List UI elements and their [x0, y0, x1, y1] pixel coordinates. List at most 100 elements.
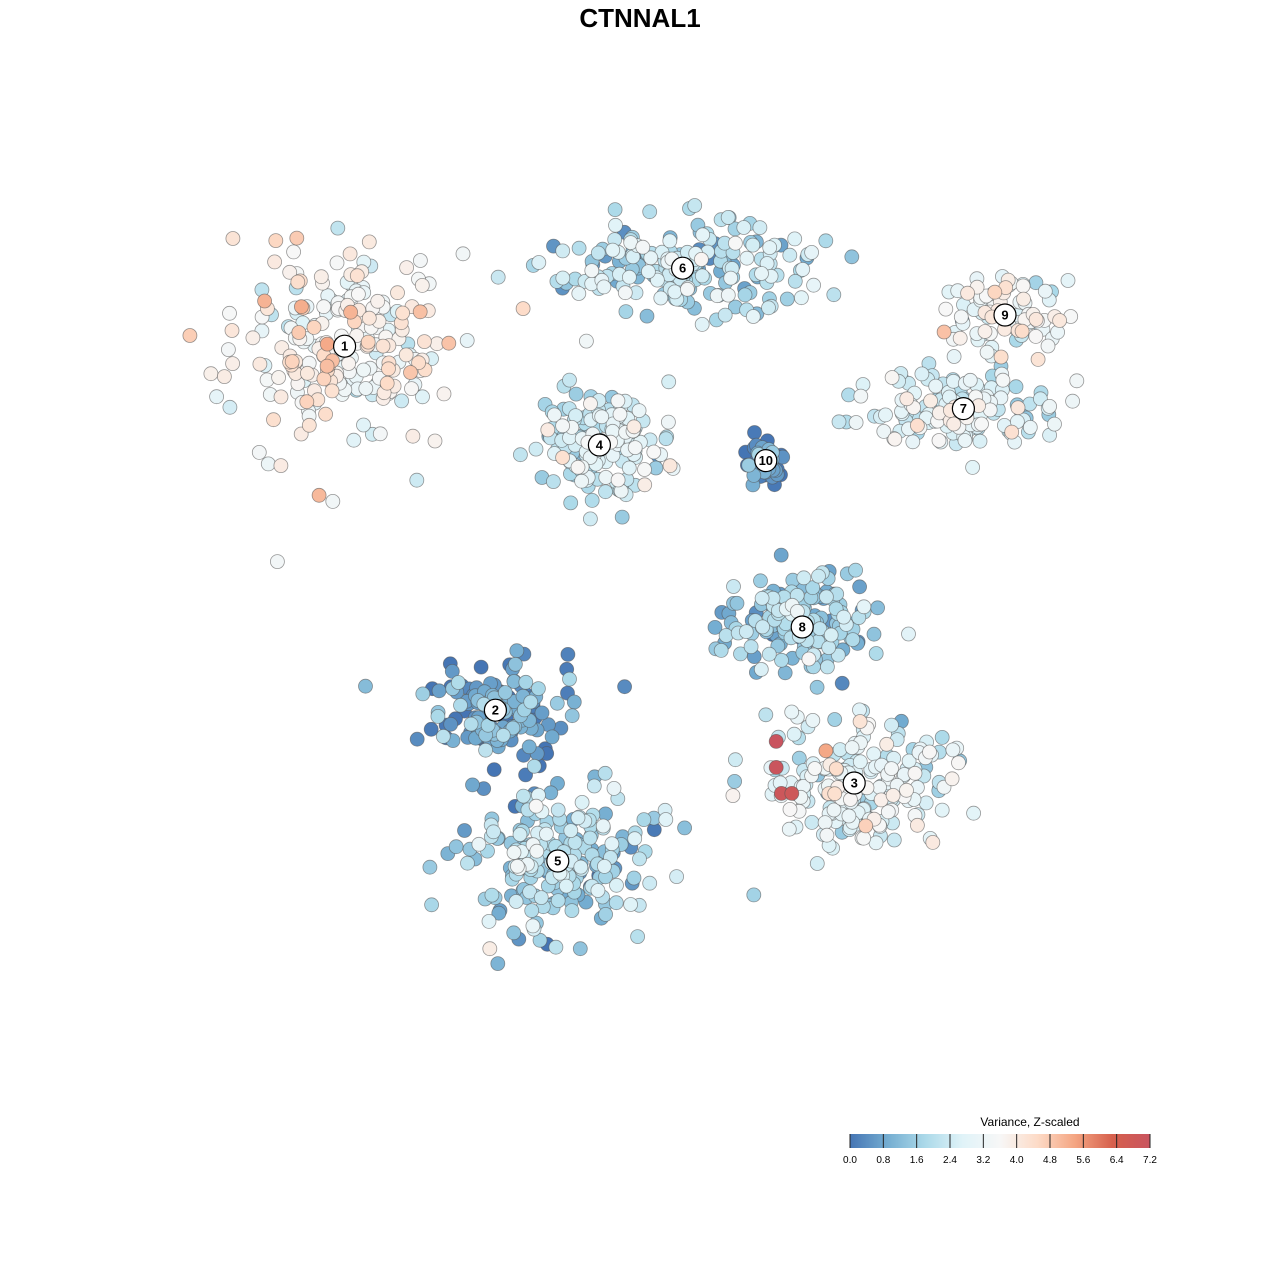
data-point	[853, 388, 869, 404]
data-point	[720, 209, 736, 225]
legend-tick-label: 0.0	[843, 1155, 857, 1166]
data-point	[358, 381, 374, 396]
data-point	[495, 727, 511, 743]
data-point	[618, 304, 634, 320]
data-point	[453, 697, 468, 713]
data-point	[564, 708, 580, 724]
data-point	[550, 802, 566, 818]
data-point	[1040, 338, 1056, 354]
data-point	[733, 646, 748, 662]
chart-title: CTNNAL1	[579, 3, 700, 33]
data-point	[743, 639, 759, 655]
data-point	[887, 431, 903, 447]
legend-tick-label: 4.8	[1043, 1155, 1057, 1166]
data-point	[641, 264, 656, 280]
data-point	[528, 441, 544, 457]
data-point	[415, 686, 431, 702]
data-point	[324, 383, 340, 399]
data-point	[848, 415, 864, 430]
data-point	[316, 299, 332, 315]
data-point	[203, 366, 219, 382]
data-point	[758, 707, 774, 723]
data-point	[290, 274, 306, 290]
data-point	[818, 233, 834, 249]
data-point	[251, 444, 267, 460]
data-point	[590, 883, 606, 898]
data-point	[301, 417, 317, 433]
data-point	[612, 406, 628, 422]
data-point	[845, 632, 861, 647]
data-point	[390, 285, 405, 301]
data-point	[1014, 323, 1030, 339]
data-point	[521, 739, 537, 755]
cluster-label-10: 10	[754, 449, 778, 473]
data-point	[687, 198, 703, 213]
data-point	[925, 835, 941, 850]
data-point	[622, 269, 637, 285]
data-point	[443, 716, 459, 732]
cluster-label-4: 4	[587, 433, 612, 457]
data-point	[558, 878, 574, 894]
data-point	[508, 894, 524, 909]
data-point	[356, 417, 371, 433]
data-point	[379, 375, 395, 391]
data-point	[768, 760, 784, 775]
data-point	[412, 253, 428, 268]
data-point	[570, 459, 586, 475]
data-point	[823, 627, 839, 643]
data-point	[727, 774, 742, 789]
data-point	[224, 323, 240, 338]
data-point	[820, 659, 835, 675]
data-point	[726, 579, 741, 594]
data-point	[762, 240, 778, 256]
data-point	[786, 726, 802, 742]
data-point	[621, 460, 637, 476]
data-point	[931, 433, 947, 448]
data-point	[804, 244, 819, 260]
data-point	[636, 812, 652, 827]
data-point	[1065, 393, 1080, 409]
data-point	[605, 242, 621, 258]
data-point	[471, 836, 487, 852]
data-point	[547, 407, 562, 423]
data-point	[482, 941, 498, 957]
data-point	[568, 386, 584, 402]
data-point	[694, 251, 709, 267]
data-point	[491, 905, 507, 921]
data-point	[736, 220, 752, 235]
data-point	[395, 305, 411, 321]
data-point	[222, 399, 238, 415]
data-point	[216, 369, 232, 385]
data-point	[423, 721, 439, 737]
data-point	[768, 734, 784, 749]
data-point	[370, 293, 386, 309]
data-point	[524, 903, 540, 918]
data-point	[510, 858, 525, 874]
cluster-label-badge	[951, 397, 976, 421]
data-point	[1069, 373, 1085, 389]
data-point	[738, 624, 754, 639]
legend-tick-label: 1.6	[910, 1155, 924, 1166]
data-point	[818, 743, 834, 759]
data-point	[784, 786, 800, 801]
data-point	[977, 324, 993, 339]
data-point	[571, 240, 587, 256]
data-point	[632, 851, 647, 867]
data-point	[590, 245, 606, 261]
data-point	[225, 356, 241, 372]
data-point	[372, 426, 388, 442]
data-point	[841, 808, 857, 824]
data-point	[886, 832, 902, 848]
data-point	[617, 679, 632, 695]
data-point	[405, 428, 421, 444]
data-point	[707, 620, 723, 635]
data-point	[745, 237, 761, 253]
cluster-label-badge	[483, 698, 507, 722]
data-point	[1047, 416, 1062, 432]
data-point	[637, 477, 653, 493]
data-point	[610, 393, 626, 409]
data-point	[608, 217, 623, 233]
cluster-label-text: 6	[679, 261, 686, 276]
data-point	[563, 495, 579, 511]
data-point	[782, 247, 798, 263]
